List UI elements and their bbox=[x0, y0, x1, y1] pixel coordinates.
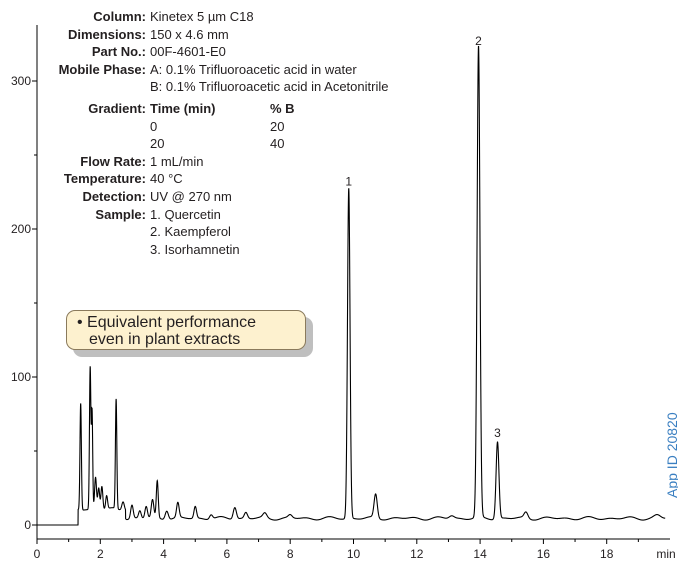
condition-row: Part No.: 00F-4601-E0 bbox=[0, 43, 440, 61]
condition-label: Column: bbox=[93, 9, 146, 24]
condition-value-text: UV @ 270 nm bbox=[150, 188, 232, 204]
chromatogram-trace bbox=[37, 45, 666, 526]
callout-box: • Equivalent performance even in plant e… bbox=[66, 310, 306, 350]
condition-value-text: 00F-4601-E0 bbox=[150, 44, 226, 60]
callout-line: • Equivalent performance bbox=[77, 314, 257, 331]
gradient-header-time: Time (min) bbox=[150, 100, 216, 116]
peak-label: 1 bbox=[345, 175, 352, 189]
gradient-cell: 40 bbox=[270, 136, 285, 152]
condition-label: Dimensions: bbox=[67, 26, 146, 42]
gradient-cell: 20 bbox=[270, 118, 285, 134]
condition-value-text: 40 °C bbox=[150, 171, 183, 187]
sample-item: 2. Kaempferol bbox=[150, 224, 231, 240]
condition-value-text: 1 mL/min bbox=[150, 153, 204, 169]
x-unit-label: min bbox=[656, 547, 675, 561]
x-tick-label: 10 bbox=[347, 547, 361, 561]
x-tick-label: 12 bbox=[410, 547, 424, 561]
x-tick-label: 8 bbox=[287, 547, 294, 561]
condition-label: Part No.: bbox=[91, 44, 146, 60]
x-tick-label: 2 bbox=[97, 547, 104, 561]
condition-value-text: Kinetex 5 µm C18 bbox=[150, 9, 254, 24]
condition-row: Dimensions: 150 x 4.6 mm bbox=[0, 26, 440, 44]
sample-item: 3. Isorhamnetin bbox=[150, 241, 240, 257]
sample-label: Sample: bbox=[95, 206, 146, 222]
condition-label: Detection: bbox=[82, 188, 146, 204]
x-tick-label: 16 bbox=[537, 547, 551, 561]
sample-row: Sample: 1. Quercetin 2. Kaempferol 3. Is… bbox=[0, 206, 440, 259]
gradient-table: Time (min) % B 0 20 20 40 bbox=[150, 100, 440, 153]
y-tick-label: 200 bbox=[11, 222, 31, 236]
condition-row: Flow Rate: 1 mL/min bbox=[0, 153, 440, 171]
gradient-cell: 20 bbox=[150, 136, 165, 152]
gradient-cell: 0 bbox=[150, 118, 158, 134]
gradient-grid: Time (min) % B 0 20 20 40 bbox=[150, 100, 440, 153]
peak-labels: 1 2 3 bbox=[345, 34, 501, 440]
trace-group bbox=[37, 45, 666, 526]
x-tick-label: 4 bbox=[160, 547, 167, 561]
condition-label: Flow Rate: bbox=[80, 153, 146, 169]
mobile-phase-a: A: 0.1% Trifluoroacetic acid in water bbox=[150, 61, 357, 77]
gradient-label: Gradient: bbox=[88, 100, 146, 116]
condition-value: 1 mL/min bbox=[150, 153, 440, 171]
condition-row: Mobile Phase: A: 0.1% Trifluoroacetic ac… bbox=[0, 61, 440, 96]
condition-row: Temperature: 40 °C bbox=[0, 170, 440, 188]
x-tick-label: 6 bbox=[224, 547, 231, 561]
condition-value: UV @ 270 nm bbox=[150, 188, 440, 206]
condition-label: Mobile Phase: bbox=[58, 61, 146, 77]
x-tick-label: 18 bbox=[600, 547, 614, 561]
condition-label: Temperature: bbox=[63, 171, 146, 187]
x-tick-label: 0 bbox=[34, 547, 41, 561]
condition-value: 150 x 4.6 mm bbox=[150, 26, 440, 44]
condition-row: Detection: UV @ 270 nm bbox=[0, 188, 440, 206]
y-tick-label: 100 bbox=[11, 370, 31, 384]
condition-row: Column: Kinetex 5 µm C18 bbox=[0, 8, 440, 26]
gradient-header-b: % B bbox=[270, 100, 295, 116]
method-conditions: Column: Kinetex 5 µm C18 Dimensions: 150… bbox=[0, 8, 440, 258]
condition-value-text: 150 x 4.6 mm bbox=[150, 26, 229, 42]
sample-list: 1. Quercetin 2. Kaempferol 3. Isorhamnet… bbox=[150, 206, 440, 259]
peak-label: 2 bbox=[475, 34, 482, 48]
mobile-phase-b: B: 0.1% Trifluoroacetic acid in Acetonit… bbox=[150, 79, 389, 95]
condition-value: A: 0.1% Trifluoroacetic acid in water B:… bbox=[150, 61, 440, 96]
y-tick-label: 0 bbox=[24, 518, 31, 532]
gradient-row: Gradient: Time (min) % B 0 20 20 40 bbox=[0, 100, 440, 153]
sample-item: 1. Quercetin bbox=[150, 206, 221, 222]
x-tick-label: 14 bbox=[473, 547, 487, 561]
y-tick-label: 300 bbox=[11, 74, 31, 88]
condition-value: 40 °C bbox=[150, 170, 440, 188]
app-id-label: App ID 20820 bbox=[664, 412, 678, 498]
peak-label: 3 bbox=[494, 426, 501, 440]
callout-line: even in plant extracts bbox=[89, 331, 241, 348]
condition-value: 00F-4601-E0 bbox=[150, 43, 440, 61]
condition-value: Kinetex 5 µm C18 bbox=[150, 8, 440, 26]
